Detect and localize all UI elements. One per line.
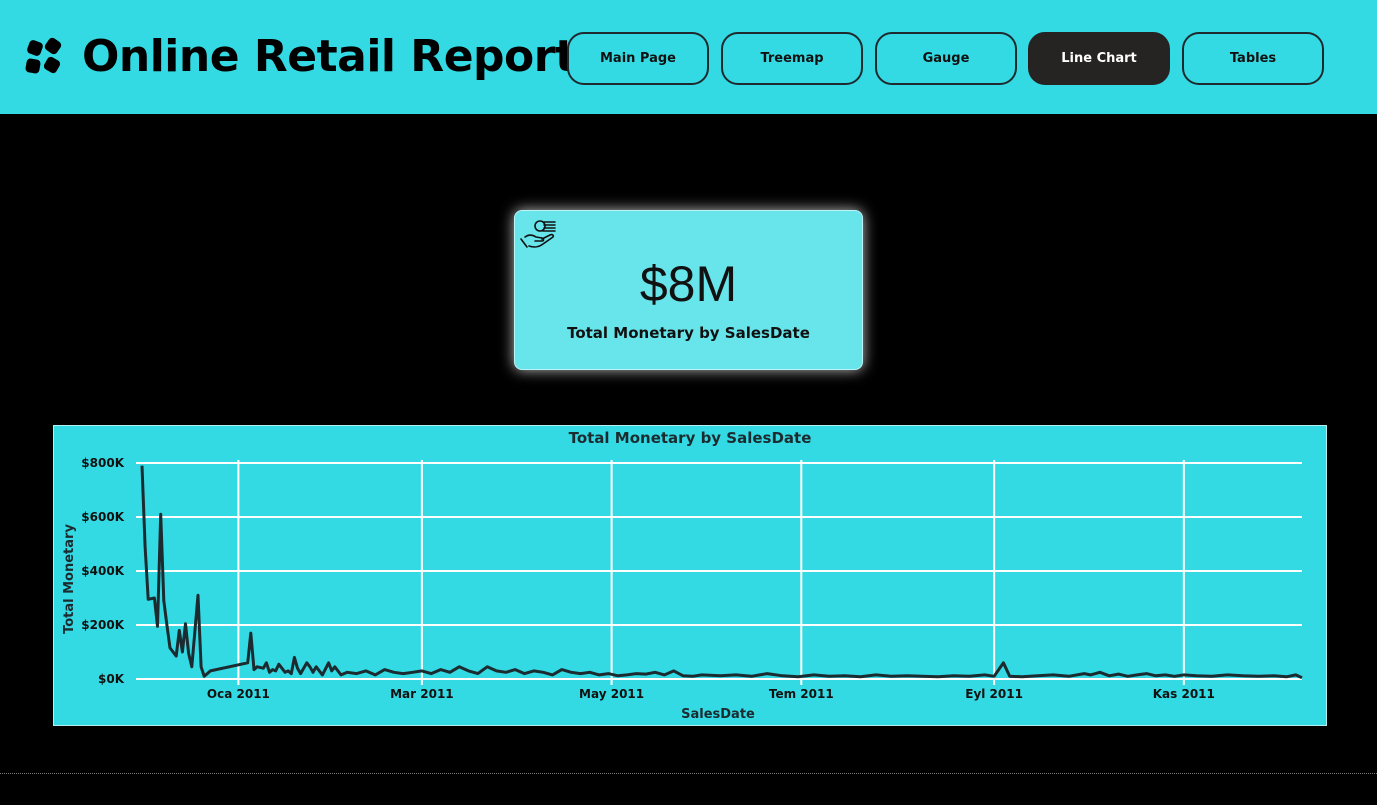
kpi-label: Total Monetary by SalesDate (567, 324, 810, 342)
x-axis-label: SalesDate (681, 707, 755, 722)
x-tick-label: Oca 2011 (207, 687, 270, 701)
series-line (140, 465, 1303, 680)
y-tick-label: $400K (81, 564, 124, 578)
line-chart[interactable]: $0K $200K $400K $600K $800K Oca 2011 Mar 2011 M… (54, 426, 1328, 727)
hand-with-money-icon (520, 220, 556, 248)
app-title: Online Retail Report (82, 31, 576, 82)
y-tick-label: $800K (81, 456, 124, 470)
nav-button-line-chart[interactable]: Line Chart (1028, 32, 1170, 85)
nav-button-treemap[interactable]: Treemap (721, 32, 863, 85)
page-divider (0, 773, 1377, 774)
nav-button-tables[interactable]: Tables (1182, 32, 1324, 85)
kpi-value: $8M (639, 256, 738, 312)
x-tick-label: Mar 2011 (390, 687, 454, 701)
y-tick-label: $600K (81, 510, 124, 524)
y-axis-label: Total Monetary (62, 524, 77, 634)
y-tick-label: $200K (81, 618, 124, 632)
kpi-card[interactable]: $8M Total Monetary by SalesDate (514, 210, 863, 370)
four-petal-logo-icon (25, 37, 62, 74)
x-tick-label: Tem 2011 (769, 687, 834, 701)
header-bar: Online Retail Report Main Page Treemap G… (0, 0, 1377, 114)
x-tick-label: May 2011 (579, 687, 644, 701)
x-tick-label: Kas 2011 (1153, 687, 1215, 701)
nav-button-gauge[interactable]: Gauge (875, 32, 1017, 85)
x-tick-label: Eyl 2011 (965, 687, 1023, 701)
nav-button-main-page[interactable]: Main Page (567, 32, 709, 85)
chart-title: Total Monetary by SalesDate (568, 429, 812, 447)
y-tick-label: $0K (98, 672, 125, 686)
line-chart-panel[interactable]: $0K $200K $400K $600K $800K Oca 2011 Mar 2011 M… (53, 425, 1327, 726)
